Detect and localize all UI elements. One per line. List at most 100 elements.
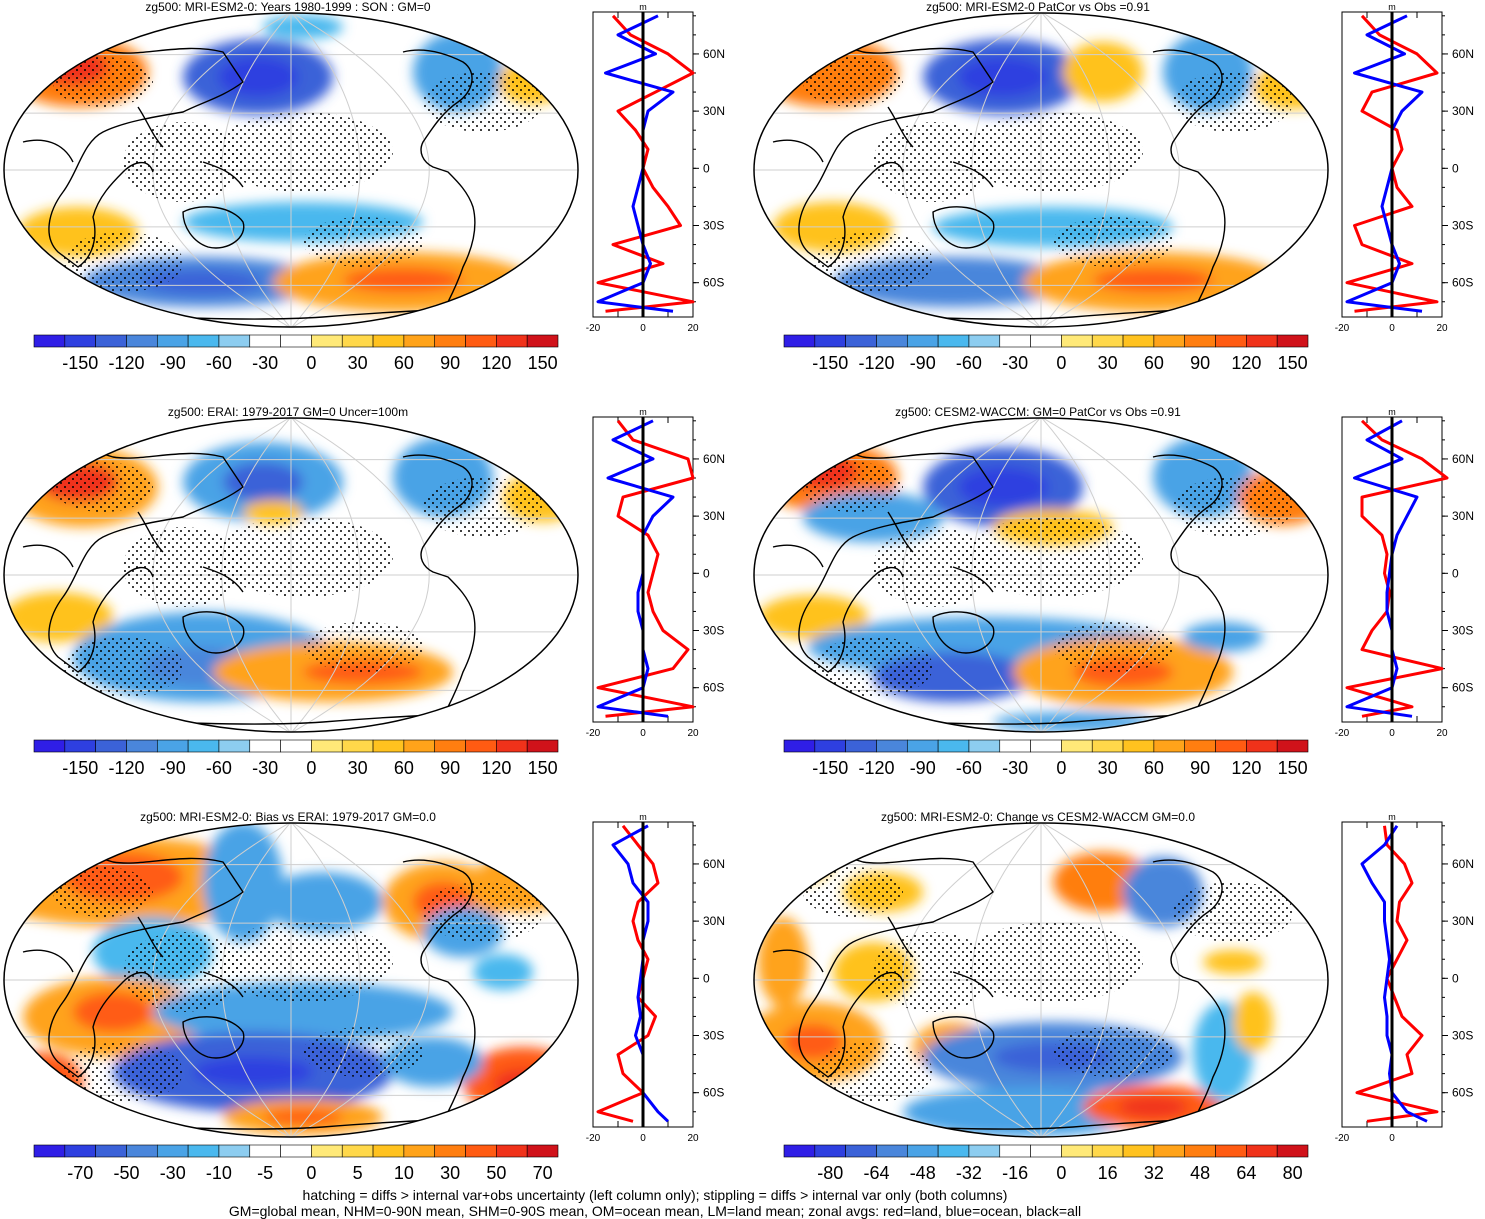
panel-title: zg500: ERAI: 1979-2017 GM=0 Uncer=100m (167, 405, 409, 419)
zonal-mean-profile: m -20 0 20 60N 30N 0 30S 60S (586, 812, 763, 1144)
colorbar-swatch (249, 1144, 281, 1158)
colorbar-swatch (280, 739, 312, 753)
colorbar-label: 150 (528, 758, 558, 778)
colorbar-label: 90 (1190, 758, 1210, 778)
profile-lat-label: 60S (1452, 681, 1473, 695)
profile-unit-label: m (1388, 812, 1396, 822)
colorbar-label: 10 (394, 1163, 414, 1183)
colorbar-label: 120 (481, 758, 511, 778)
profile-ocean-curve (1345, 14, 1424, 313)
profile-lat-label: 60S (703, 681, 724, 695)
colorbar-swatch (465, 334, 497, 348)
colorbar-swatch (434, 334, 466, 348)
colorbar-swatch (999, 739, 1031, 753)
map-panel (3, 12, 579, 328)
colorbar-swatch (1184, 1144, 1216, 1158)
colorbar-swatch (1153, 739, 1186, 753)
profile-ocean-curve (1345, 419, 1419, 718)
colorbar-label: 50 (486, 1163, 506, 1183)
colorbar-swatch (876, 739, 908, 753)
map-panel (3, 822, 579, 1138)
colorbar-label: 60 (394, 758, 414, 778)
colorbar-swatch (1122, 1144, 1155, 1158)
colorbar-swatch (1122, 334, 1155, 348)
colorbar-swatch (187, 1144, 220, 1158)
profile-x-tick-label: 0 (1389, 323, 1395, 334)
colorbar-swatch (845, 739, 877, 753)
profile-lat-label: 60S (703, 1086, 724, 1100)
profile-x-tick-label: -20 (1335, 728, 1350, 739)
colorbar-swatch (937, 334, 970, 348)
colorbar-label: 30 (348, 353, 368, 373)
colorbar-swatch (1215, 334, 1247, 348)
zonal-mean-profile: m -20 0 20 60N 30N 0 30S 60S (586, 2, 763, 334)
zonal-mean-profile: m -20 0 60N 30N 0 30S 60S (1335, 812, 1485, 1144)
colorbar-swatch (280, 1144, 312, 1158)
colorbar-swatch (1061, 334, 1093, 348)
colorbar-label: 120 (481, 353, 511, 373)
colorbar-label: 5 (353, 1163, 363, 1183)
colorbar-label: -120 (858, 758, 894, 778)
colorbar-label: -16 (1002, 1163, 1028, 1183)
profile-x-tick-label: -20 (586, 728, 601, 739)
colorbar-label: 0 (306, 353, 316, 373)
profile-lat-label: 0 (703, 971, 710, 985)
colorbar-swatch (33, 739, 66, 753)
colorbar-swatch (1184, 739, 1216, 753)
colorbar-label: -90 (160, 353, 186, 373)
colorbar-label: 90 (1190, 353, 1210, 373)
profile-land-curve (596, 824, 660, 1123)
profile-x-tick-label: 20 (687, 1133, 699, 1144)
map-panel (753, 822, 1329, 1138)
colorbar-label: -120 (108, 353, 144, 373)
colorbar-swatch (95, 334, 127, 348)
colorbar-label: -30 (160, 1163, 186, 1183)
colorbar: -150 -120 -90 -60 -30 0 30 60 90 120 150 (783, 739, 1309, 790)
panel-title: zg500: CESM2-WACCM: GM=0 PatCor vs Obs =… (895, 405, 1181, 419)
colorbar-label: 64 (1236, 1163, 1256, 1183)
colorbar-swatch (526, 334, 559, 348)
colorbar: -70 -50 -30 -10 -5 0 5 10 30 50 70 (33, 1144, 559, 1195)
profile-lat-label: 30S (1452, 624, 1473, 638)
colorbar-label: 0 (306, 758, 316, 778)
colorbar-label: 30 (348, 758, 368, 778)
profile-x-tick-label: 0 (640, 1133, 646, 1144)
colorbar-swatch (783, 739, 816, 753)
colorbar-swatch (64, 1144, 96, 1158)
colorbar-swatch (403, 739, 436, 753)
profile-unit-label: m (639, 2, 647, 12)
colorbar-label: 90 (440, 758, 460, 778)
profile-land-curve (596, 419, 695, 718)
colorbar-label: -150 (62, 758, 98, 778)
colorbar-label: 150 (1278, 353, 1308, 373)
colorbar-label: -150 (812, 758, 848, 778)
colorbar-label: -10 (206, 1163, 232, 1183)
colorbar-swatch (814, 739, 846, 753)
colorbar-swatch (999, 334, 1031, 348)
colorbar: -80 -64 -48 -32 -16 0 16 32 48 64 80 (783, 1144, 1309, 1195)
profile-lat-label: 60S (1452, 276, 1473, 290)
colorbar-label: 16 (1098, 1163, 1118, 1183)
profile-unit-label: m (1388, 2, 1396, 12)
colorbar: -150 -120 -90 -60 -30 0 30 60 90 120 150 (33, 739, 559, 790)
colorbar-label: 0 (1056, 353, 1066, 373)
colorbar: -150 -120 -90 -60 -30 0 30 60 90 120 150 (33, 334, 559, 385)
colorbar-swatch (372, 739, 405, 753)
profile-lat-label: 30N (703, 509, 725, 523)
profile-lat-label: 30N (1452, 914, 1474, 928)
colorbar-swatch (341, 739, 374, 753)
profile-lat-label: 0 (1452, 971, 1459, 985)
profile-land-curve (596, 14, 695, 313)
colorbar-swatch (465, 1144, 497, 1158)
colorbar-swatch (1061, 1144, 1093, 1158)
profile-lat-label: 60N (703, 452, 725, 466)
colorbar-label: -30 (1002, 353, 1028, 373)
profile-x-tick-label: -20 (586, 1133, 601, 1144)
colorbar-swatch (1122, 739, 1155, 753)
colorbar-swatch (64, 739, 96, 753)
colorbar-swatch (968, 739, 1001, 753)
colorbar-swatch (249, 739, 281, 753)
profile-lat-label: 60N (1452, 452, 1474, 466)
colorbar-swatch (1276, 334, 1309, 348)
colorbar-swatch (783, 334, 816, 348)
